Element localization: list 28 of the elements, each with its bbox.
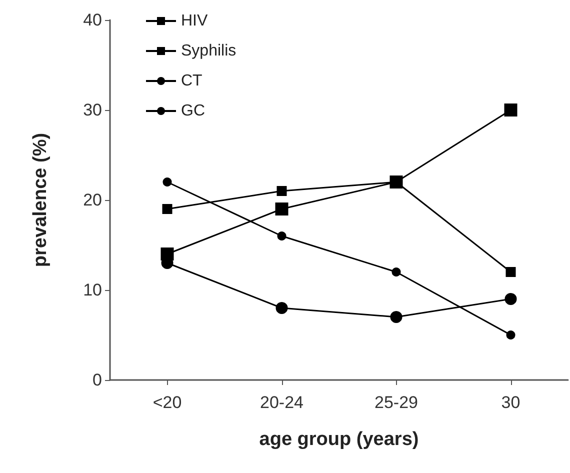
y-tick-label: 40 — [83, 10, 102, 30]
point — [162, 178, 172, 186]
x-tick-label: <20 — [152, 393, 182, 412]
point — [276, 186, 287, 196]
point — [277, 232, 286, 240]
y-tick-label: 10 — [83, 280, 102, 300]
point — [506, 267, 516, 277]
y-tick-label: 20 — [83, 190, 102, 210]
legend-label: HIV — [181, 12, 208, 30]
legend-label: CT — [181, 72, 203, 90]
point — [392, 268, 401, 276]
point — [162, 204, 172, 214]
point — [160, 248, 174, 260]
y-axis-title: prevalence (%) — [30, 132, 51, 268]
x-tick-label: 25-29 — [374, 393, 418, 412]
point — [275, 202, 288, 216]
y-tick-label: 0 — [92, 370, 102, 390]
legend-label: Syphilis — [181, 42, 236, 60]
point — [276, 302, 288, 314]
point — [504, 104, 518, 116]
x-tick-label: 30 — [501, 393, 520, 412]
point — [390, 311, 402, 323]
point — [506, 330, 516, 340]
y-tick-label: 30 — [83, 100, 102, 120]
x-axis-title: age group (years) — [259, 429, 419, 450]
point — [504, 293, 517, 305]
x-tick-label: 20-24 — [260, 393, 304, 412]
legend-label: GC — [181, 102, 205, 120]
